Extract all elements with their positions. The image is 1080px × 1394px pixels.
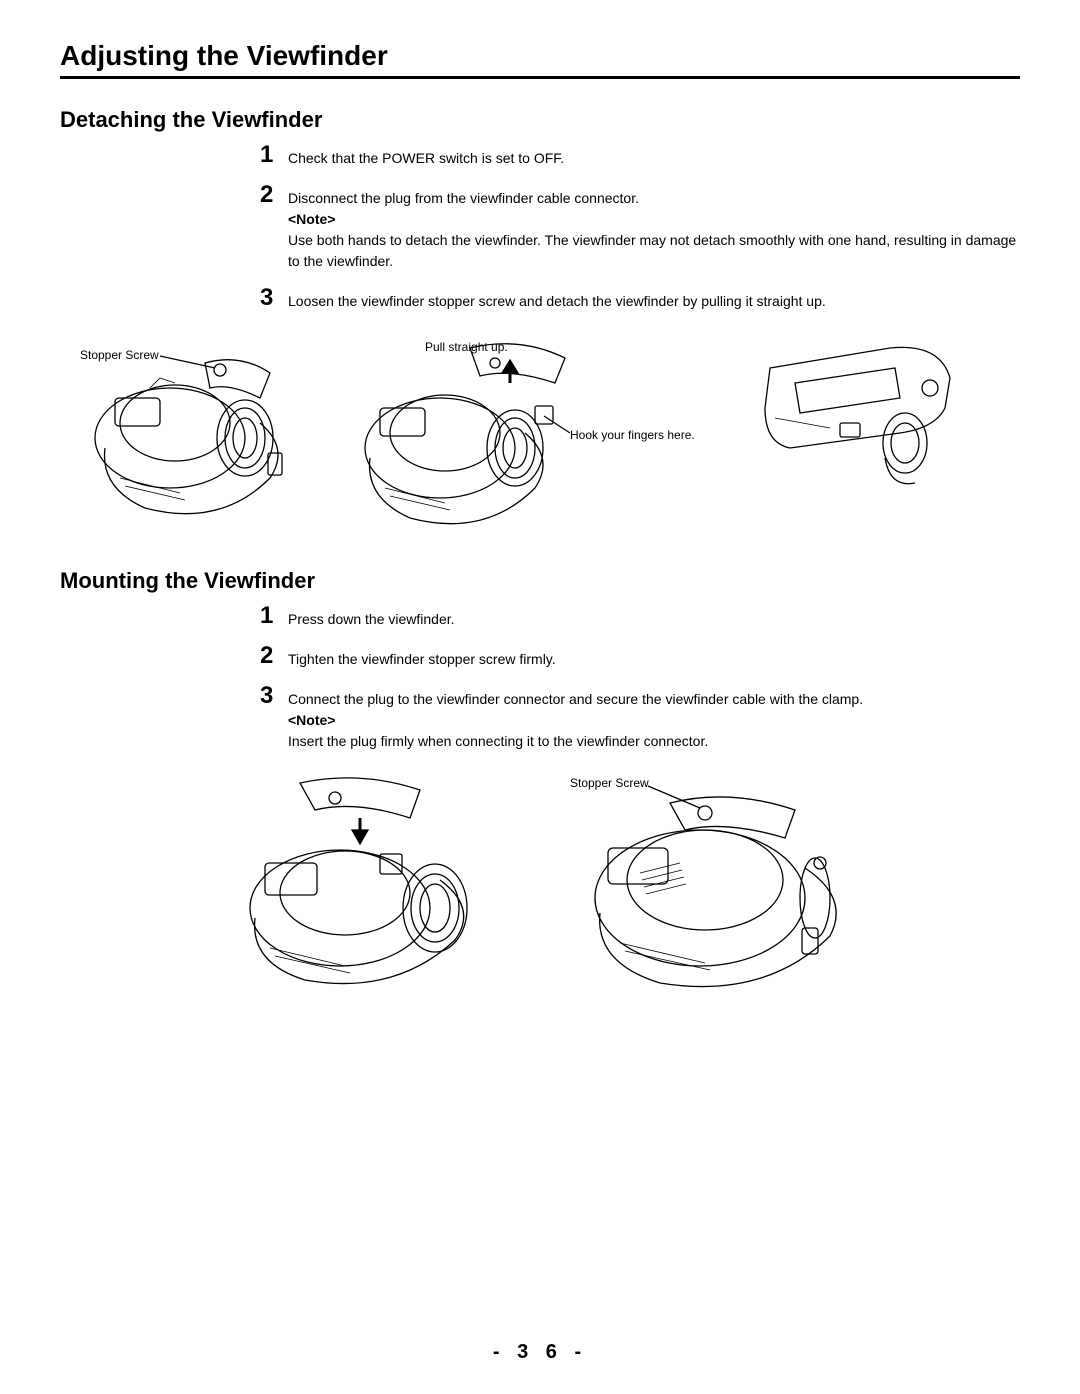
stopper-screw-label: Stopper Screw — [80, 348, 159, 362]
step-number: 3 — [260, 286, 288, 310]
step-main-text: Disconnect the plug from the viewfinder … — [288, 190, 639, 206]
detach-image-1: Stopper Screw — [60, 328, 320, 538]
step-text: Disconnect the plug from the viewfinder … — [288, 183, 1020, 272]
note-text: Insert the plug firmly when connecting i… — [288, 733, 708, 749]
note-label: <Note> — [288, 211, 335, 227]
camera-mount-illustration-1 — [210, 768, 510, 998]
detaching-title: Detaching the Viewfinder — [60, 107, 1020, 133]
step-text: Tighten the viewfinder stopper screw fir… — [288, 644, 556, 670]
detach-step-3: 3 Loosen the viewfinder stopper screw an… — [260, 286, 1020, 312]
detaching-steps: 1 Check that the POWER switch is set to … — [260, 143, 1020, 312]
mount-images-row: Stopper Screw — [60, 768, 1020, 998]
pull-up-label: Pull straight up. — [425, 340, 508, 354]
step-number: 1 — [260, 604, 288, 628]
stopper-screw-label-2: Stopper Screw — [570, 776, 649, 790]
detach-images-row: Stopper Screw Pull straight up. Hoo — [60, 328, 1020, 538]
mount-image-1 — [210, 768, 510, 998]
mounting-title: Mounting the Viewfinder — [60, 568, 1020, 594]
mount-step-2: 2 Tighten the viewfinder stopper screw f… — [260, 644, 1020, 670]
page-number: - 3 6 - — [493, 1341, 587, 1364]
main-title: Adjusting the Viewfinder — [60, 40, 1020, 79]
detach-image-3 — [740, 328, 970, 508]
note-label: <Note> — [288, 712, 335, 728]
step-main-text: Connect the plug to the viewfinder conne… — [288, 691, 863, 707]
mount-image-2: Stopper Screw — [550, 768, 870, 998]
step-number: 2 — [260, 183, 288, 207]
mounting-steps: 1 Press down the viewfinder. 2 Tighten t… — [260, 604, 1020, 752]
note-text: Use both hands to detach the viewfinder.… — [288, 232, 1016, 269]
hook-fingers-label: Hook your fingers here. — [570, 428, 695, 442]
mount-step-1: 1 Press down the viewfinder. — [260, 604, 1020, 630]
bracket-illustration — [740, 328, 970, 508]
step-text: Connect the plug to the viewfinder conne… — [288, 684, 863, 752]
step-text: Check that the POWER switch is set to OF… — [288, 143, 564, 169]
camera-mount-illustration-2 — [550, 768, 870, 998]
step-text: Press down the viewfinder. — [288, 604, 455, 630]
mount-step-3: 3 Connect the plug to the viewfinder con… — [260, 684, 1020, 752]
step-number: 3 — [260, 684, 288, 708]
detach-step-1: 1 Check that the POWER switch is set to … — [260, 143, 1020, 169]
step-number: 1 — [260, 143, 288, 167]
detach-step-2: 2 Disconnect the plug from the viewfinde… — [260, 183, 1020, 272]
step-number: 2 — [260, 644, 288, 668]
detach-image-2: Pull straight up. Hook your fingers here… — [330, 328, 730, 538]
step-text: Loosen the viewfinder stopper screw and … — [288, 286, 826, 312]
